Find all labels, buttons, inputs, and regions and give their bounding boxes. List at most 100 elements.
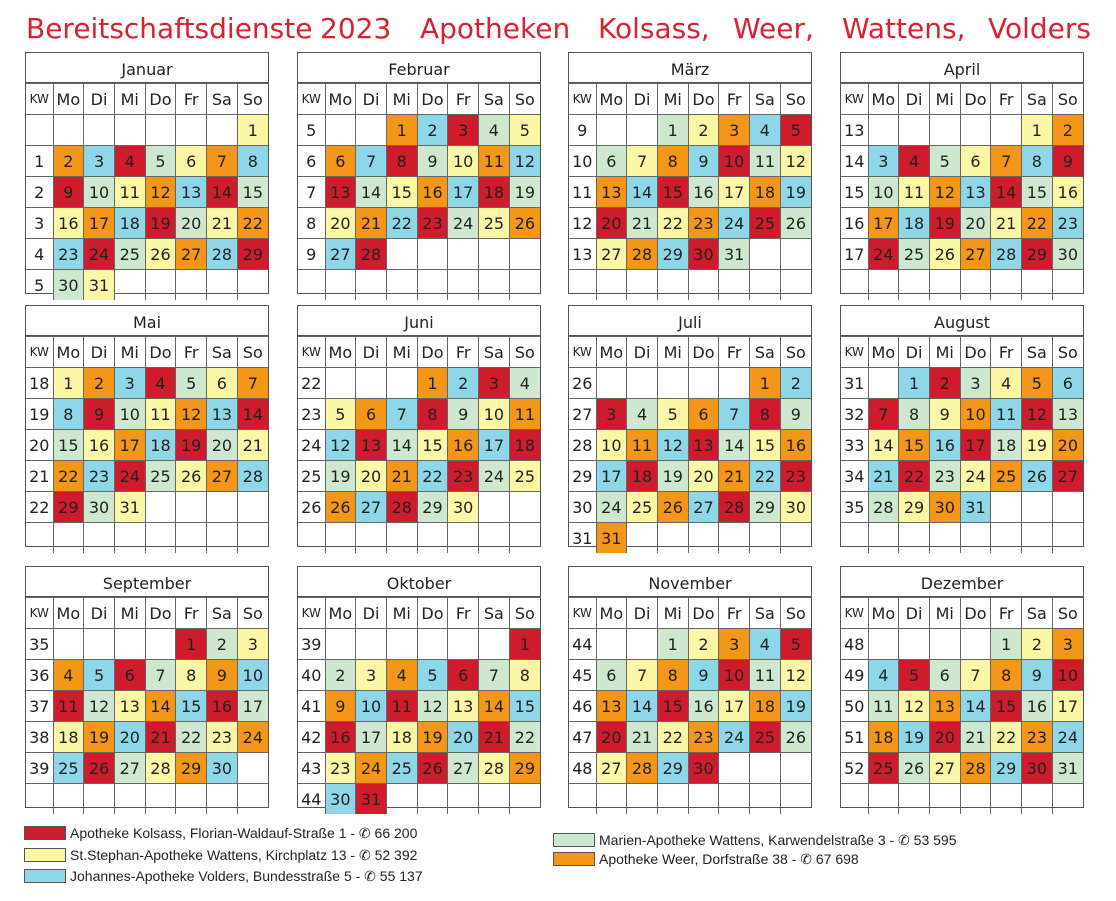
week-row: 26 26 27 28 29 30 [298, 491, 540, 523]
weekday-header: Fr [175, 336, 208, 368]
day-cell [83, 522, 115, 553]
week-row [298, 269, 540, 300]
weekday-header: Di [898, 597, 930, 629]
legend-item: Apotheke Kolsass, Florian-Waldauf-Straße… [24, 826, 417, 841]
day-cell: 11 [385, 690, 418, 722]
day-cell: 20 [595, 721, 628, 753]
day-cell: 2 [416, 114, 449, 146]
day-cell: 19 [416, 721, 449, 753]
day-cell: 3 [718, 114, 751, 146]
week-row: 30 24 25 26 27 28 29 30 [569, 491, 811, 523]
day-cell [867, 367, 900, 399]
day-cell: 15 [416, 429, 449, 461]
day-cell: 19 [83, 721, 115, 753]
day-cell: 14 [867, 429, 900, 461]
day-cell: 28 [867, 491, 900, 523]
week-number: 45 [569, 659, 597, 691]
month-august: August KW Mo Di Mi Do Fr Sa So 31 1 2 3 4 5 6 32 7 8 9 10 11 1… [840, 305, 1084, 553]
day-cell: 14 [626, 176, 658, 208]
month-table: KW Mo Di Mi Do Fr Sa So 31 1 2 3 4 5 6 32 7 8 9 10 11 12 13 33 1… [841, 336, 1083, 553]
week-row: 4 23 24 25 26 27 28 29 [26, 238, 268, 270]
day-cell: 23 [83, 460, 115, 492]
day-cell: 6 [595, 145, 628, 177]
day-cell [175, 491, 208, 523]
day-cell: 16 [52, 207, 85, 239]
day-cell [959, 269, 992, 300]
day-cell: 10 [595, 429, 628, 461]
day-cell: 5 [779, 114, 811, 146]
day-cell: 18 [867, 721, 900, 753]
day-cell [656, 783, 689, 814]
day-cell [478, 783, 510, 814]
day-cell: 3 [867, 145, 900, 177]
week-number [841, 522, 869, 553]
weekday-header: Mo [324, 83, 357, 115]
day-cell: 16 [416, 176, 449, 208]
day-cell [508, 238, 540, 270]
day-cell: 27 [595, 238, 628, 270]
day-cell: 28 [626, 238, 658, 270]
weekday-header: Sa [478, 83, 510, 115]
day-cell: 5 [416, 659, 449, 691]
day-cell: 30 [52, 269, 85, 300]
day-cell: 22 [990, 721, 1023, 753]
day-cell: 24 [113, 460, 146, 492]
day-cell: 16 [687, 690, 720, 722]
day-cell: 27 [175, 238, 208, 270]
week-row: 1 [26, 114, 268, 146]
day-cell: 22 [236, 207, 268, 239]
week-row: 10 6 7 8 9 10 11 12 [569, 145, 811, 177]
day-cell: 25 [144, 460, 177, 492]
day-cell [447, 269, 480, 300]
day-cell: 30 [687, 752, 720, 784]
day-cell: 21 [478, 721, 510, 753]
day-cell: 7 [478, 659, 510, 691]
day-cell [144, 628, 177, 660]
month-name: Januar [26, 53, 268, 83]
week-row: 52 25 26 27 28 29 30 31 [841, 752, 1083, 784]
weekday-header: Mo [867, 336, 900, 368]
day-cell: 21 [355, 207, 387, 239]
day-cell [385, 238, 418, 270]
week-row: 39 1 [298, 628, 540, 660]
day-cell: 11 [113, 176, 146, 208]
day-cell: 31 [1051, 752, 1083, 784]
week-number: 30 [569, 491, 597, 523]
day-cell: 5 [83, 659, 115, 691]
day-cell: 8 [656, 659, 689, 691]
day-cell: 18 [508, 429, 540, 461]
weekday-header: Sa [1021, 83, 1053, 115]
day-cell: 21 [206, 207, 238, 239]
day-cell: 19 [779, 690, 811, 722]
day-cell: 21 [626, 207, 658, 239]
weekday-header: So [1051, 336, 1083, 368]
day-cell: 23 [779, 460, 811, 492]
day-cell: 24 [1051, 721, 1083, 753]
week-number: 2 [26, 176, 54, 208]
week-number [569, 269, 597, 300]
month-januar: Januar KW Mo Di Mi Do Fr Sa So 1 1 2 3 4 5 6 7 8 2 9 10 11 12 1… [25, 52, 269, 300]
legend-item: Johannes-Apotheke Volders, Bundesstraße … [24, 869, 423, 884]
day-cell [718, 269, 751, 300]
day-cell [749, 752, 781, 784]
day-cell [1021, 783, 1053, 814]
day-cell: 27 [113, 752, 146, 784]
week-row: 31 31 [569, 522, 811, 553]
day-cell: 19 [144, 207, 177, 239]
day-cell: 13 [206, 398, 238, 430]
day-cell: 28 [355, 238, 387, 270]
week-row: 32 7 8 9 10 11 12 13 [841, 398, 1083, 430]
week-row: 37 11 12 13 14 15 16 17 [26, 690, 268, 722]
day-cell [324, 367, 357, 399]
day-cell [898, 628, 930, 660]
day-cell [385, 269, 418, 300]
week-number: 24 [298, 429, 326, 461]
day-cell: 10 [447, 145, 480, 177]
day-cell [898, 269, 930, 300]
kw-header: KW [841, 336, 869, 368]
day-cell: 3 [355, 659, 387, 691]
weekday-header: So [779, 336, 811, 368]
day-cell [687, 522, 720, 553]
